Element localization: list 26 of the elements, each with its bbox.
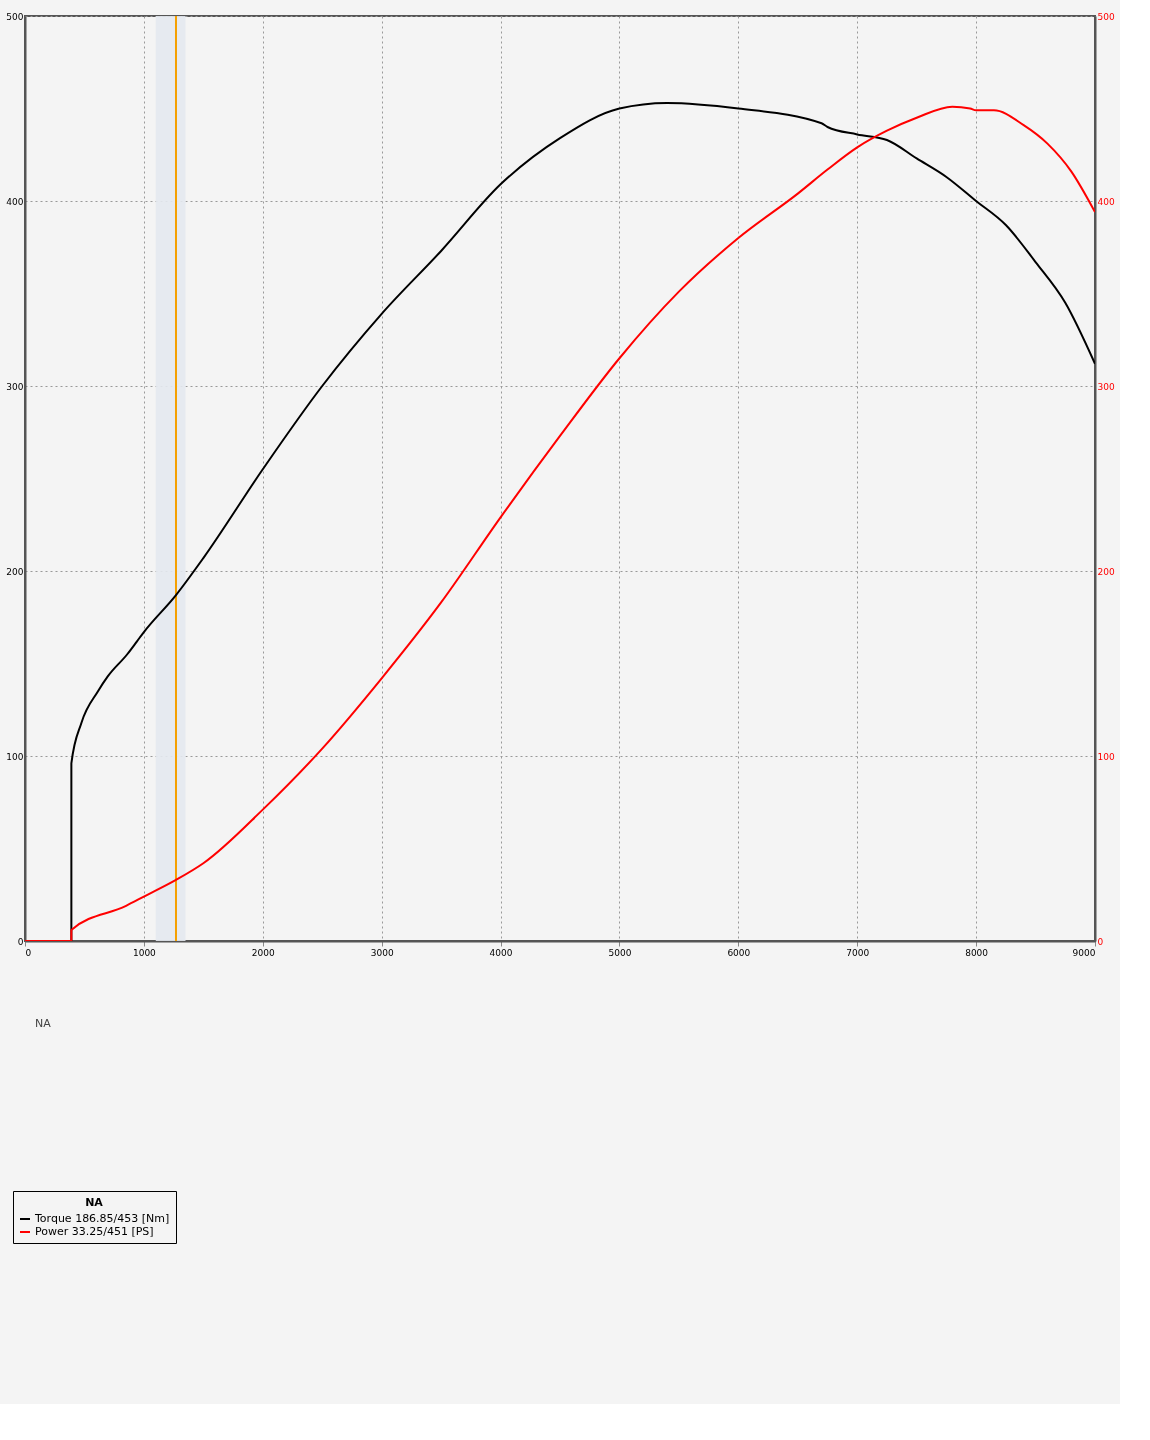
x-tick-label: 3000	[370, 947, 394, 958]
y2-tick-label: 0	[1097, 936, 1104, 947]
y2-tick-label: 200	[1097, 566, 1115, 577]
y2-tick-label: 400	[1097, 196, 1115, 207]
legend-label: Power 33.25/451 [PS]	[35, 1225, 154, 1238]
x-tick-label: 7000	[846, 947, 870, 958]
x-tick-label: 4000	[489, 947, 513, 958]
x-tick-label: 6000	[727, 947, 751, 958]
x-tick-label: 8000	[965, 947, 989, 958]
y-tick-label: 400	[6, 196, 24, 207]
legend-label: Torque 186.85/453 [Nm]	[34, 1212, 170, 1225]
y2-tick-label: 300	[1097, 381, 1115, 392]
y-tick-label: 500	[6, 11, 24, 22]
y-tick-label: 200	[6, 566, 24, 577]
x-tick-label: 1000	[132, 947, 157, 958]
y-tick-label: 300	[6, 381, 24, 392]
x-tick-label: 5000	[608, 947, 632, 958]
x-tick-label: 2000	[251, 947, 275, 958]
x-tick-label: 0	[25, 947, 32, 958]
legend-title: NA	[85, 1196, 104, 1209]
y-tick-label: 0	[17, 936, 24, 947]
y2-tick-label: 500	[1097, 11, 1115, 22]
y-tick-label: 100	[6, 751, 24, 762]
text: NA	[35, 1017, 52, 1030]
x-tick-label: 9000	[1072, 947, 1096, 958]
y2-tick-label: 100	[1097, 751, 1115, 762]
